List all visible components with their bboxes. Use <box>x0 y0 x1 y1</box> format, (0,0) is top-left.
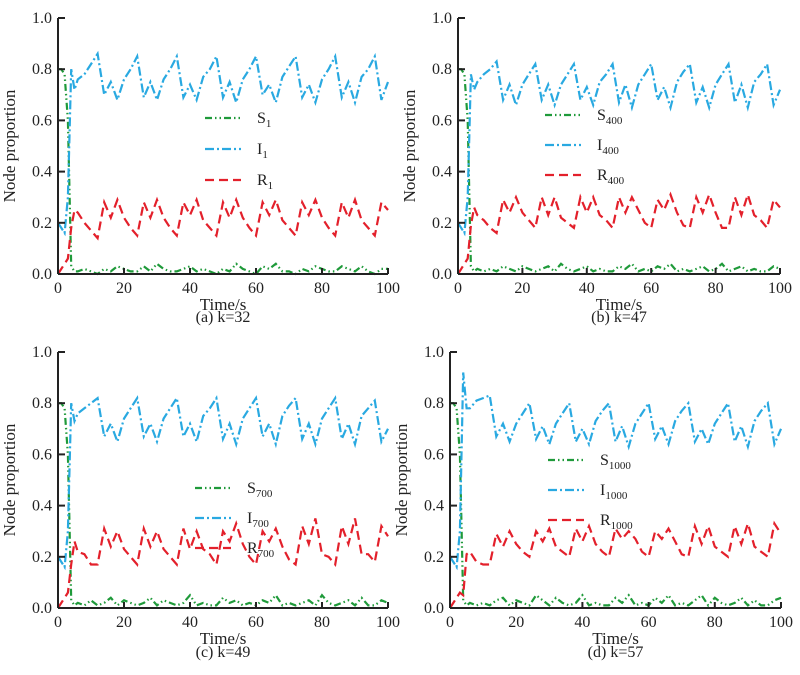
x-tick-label: 60 <box>643 280 659 297</box>
y-tick-label: 0.4 <box>32 498 52 515</box>
y-tick-label: 0.2 <box>424 549 444 566</box>
y-tick-label: 0.8 <box>32 61 52 78</box>
legend: S400 I400 R400 <box>545 107 625 187</box>
legend-label-I: I700 <box>247 510 269 530</box>
x-tick-label: 100 <box>769 614 793 631</box>
x-axis-label: Time/s <box>596 295 643 314</box>
y-tick-label: 0.0 <box>432 266 452 283</box>
y-tick-label: 1.0 <box>424 344 444 361</box>
y-axis-label: Node proportion <box>0 423 19 536</box>
legend-label-S: S1000 <box>600 452 631 472</box>
legend-label-S: S1 <box>257 110 271 130</box>
x-tick-label: 100 <box>376 614 400 631</box>
y-tick-label: 1.0 <box>432 10 452 27</box>
subplot-c: 0 20 40 60 80 100 0.0 0.2 0.4 0.6 0.8 1.0 Time/s Node… <box>0 344 400 661</box>
legend-label-I: I400 <box>597 137 619 157</box>
x-tick-label: 60 <box>248 614 264 631</box>
subplot-b: 0 20 40 60 80 100 0.0 0.2 0.4 0.6 0.8 1.0 Time/s Node… <box>400 10 792 326</box>
subplot-caption: (c) k=49 <box>196 644 251 661</box>
y-tick-label: 0.8 <box>424 395 444 412</box>
legend-label-S: S400 <box>597 107 623 127</box>
x-tick-label: 60 <box>641 614 657 631</box>
y-axis-label: Node proportion <box>392 423 411 536</box>
y-axis-label: Node proportion <box>400 89 419 202</box>
legend-label-R: R400 <box>597 167 625 187</box>
series-line-I <box>449 372 783 571</box>
x-tick-label: 60 <box>248 280 264 297</box>
series-line-I <box>57 50 390 237</box>
subplot-d: 0 20 40 60 80 100 0.0 0.2 0.4 0.6 0.8 1.0 Time/s Node… <box>392 344 793 661</box>
y-tick-label: 0.8 <box>432 61 452 78</box>
x-axis-label: Time/s <box>200 629 247 648</box>
subplot-caption: (b) k=47 <box>591 309 647 326</box>
series-line-S <box>458 68 781 274</box>
y-tick-label: 0.0 <box>424 600 444 617</box>
y-tick-label: 0.2 <box>32 549 52 566</box>
x-axis-label: Time/s <box>592 629 639 648</box>
y-tick-label: 0.2 <box>432 215 452 232</box>
x-tick-label: 0 <box>454 280 462 297</box>
series-line-S <box>58 402 389 608</box>
legend: S700 I700 R700 <box>195 480 275 560</box>
x-axis-label: Time/s <box>200 295 247 314</box>
series-line-I <box>457 58 782 237</box>
y-tick-label: 0.2 <box>32 215 52 232</box>
y-tick-label: 1.0 <box>32 344 52 361</box>
x-tick-label: 100 <box>768 280 792 297</box>
legend: S1000 I1000 R1000 <box>548 452 633 532</box>
x-tick-label: 40 <box>574 614 590 631</box>
x-tick-label: 40 <box>182 280 198 297</box>
x-tick-label: 100 <box>376 280 400 297</box>
y-tick-label: 0.0 <box>32 266 52 283</box>
series-line-R <box>449 519 782 609</box>
x-tick-label: 0 <box>54 614 62 631</box>
x-tick-label: 40 <box>579 280 595 297</box>
x-tick-label: 40 <box>182 614 198 631</box>
series-line-R <box>457 190 781 275</box>
x-tick-label: 20 <box>116 614 132 631</box>
legend-label-R: R700 <box>247 540 275 560</box>
x-tick-label: 80 <box>708 280 724 297</box>
x-tick-label: 0 <box>446 614 454 631</box>
y-tick-label: 0.0 <box>32 600 52 617</box>
y-tick-label: 0.4 <box>432 164 452 181</box>
x-tick-label: 80 <box>707 614 723 631</box>
legend-label-R: R1 <box>257 172 273 192</box>
y-tick-label: 0.4 <box>32 164 52 181</box>
legend-label-R: R1000 <box>600 512 633 532</box>
y-tick-label: 0.6 <box>32 112 52 129</box>
x-tick-label: 20 <box>514 280 530 297</box>
legend-label-S: S700 <box>247 480 273 500</box>
x-tick-label: 80 <box>314 614 330 631</box>
legend-label-I: I1 <box>257 141 268 161</box>
x-tick-label: 80 <box>314 280 330 297</box>
y-tick-label: 0.6 <box>32 446 52 463</box>
subplot-caption: (d) k=57 <box>588 644 644 661</box>
y-tick-label: 1.0 <box>32 10 52 27</box>
series-line-I <box>57 395 389 571</box>
y-tick-label: 0.4 <box>424 498 444 515</box>
y-tick-label: 0.6 <box>424 446 444 463</box>
subplot-a: 0 20 40 60 80 100 0.0 0.2 0.4 0.6 0.8 1.0 Time/s Node… <box>0 10 400 326</box>
x-tick-label: 20 <box>116 280 132 297</box>
y-axis-label: Node proportion <box>0 89 19 202</box>
x-tick-label: 0 <box>54 280 62 297</box>
legend: S1 I1 R1 <box>205 110 273 192</box>
y-tick-label: 0.6 <box>432 112 452 129</box>
series-line-S <box>450 402 782 608</box>
y-tick-label: 0.8 <box>32 395 52 412</box>
series-line-R <box>57 196 389 275</box>
legend-label-I: I1000 <box>600 482 628 502</box>
x-tick-label: 20 <box>508 614 524 631</box>
subplot-caption: (a) k=32 <box>196 309 251 326</box>
series-line-R <box>57 518 389 609</box>
